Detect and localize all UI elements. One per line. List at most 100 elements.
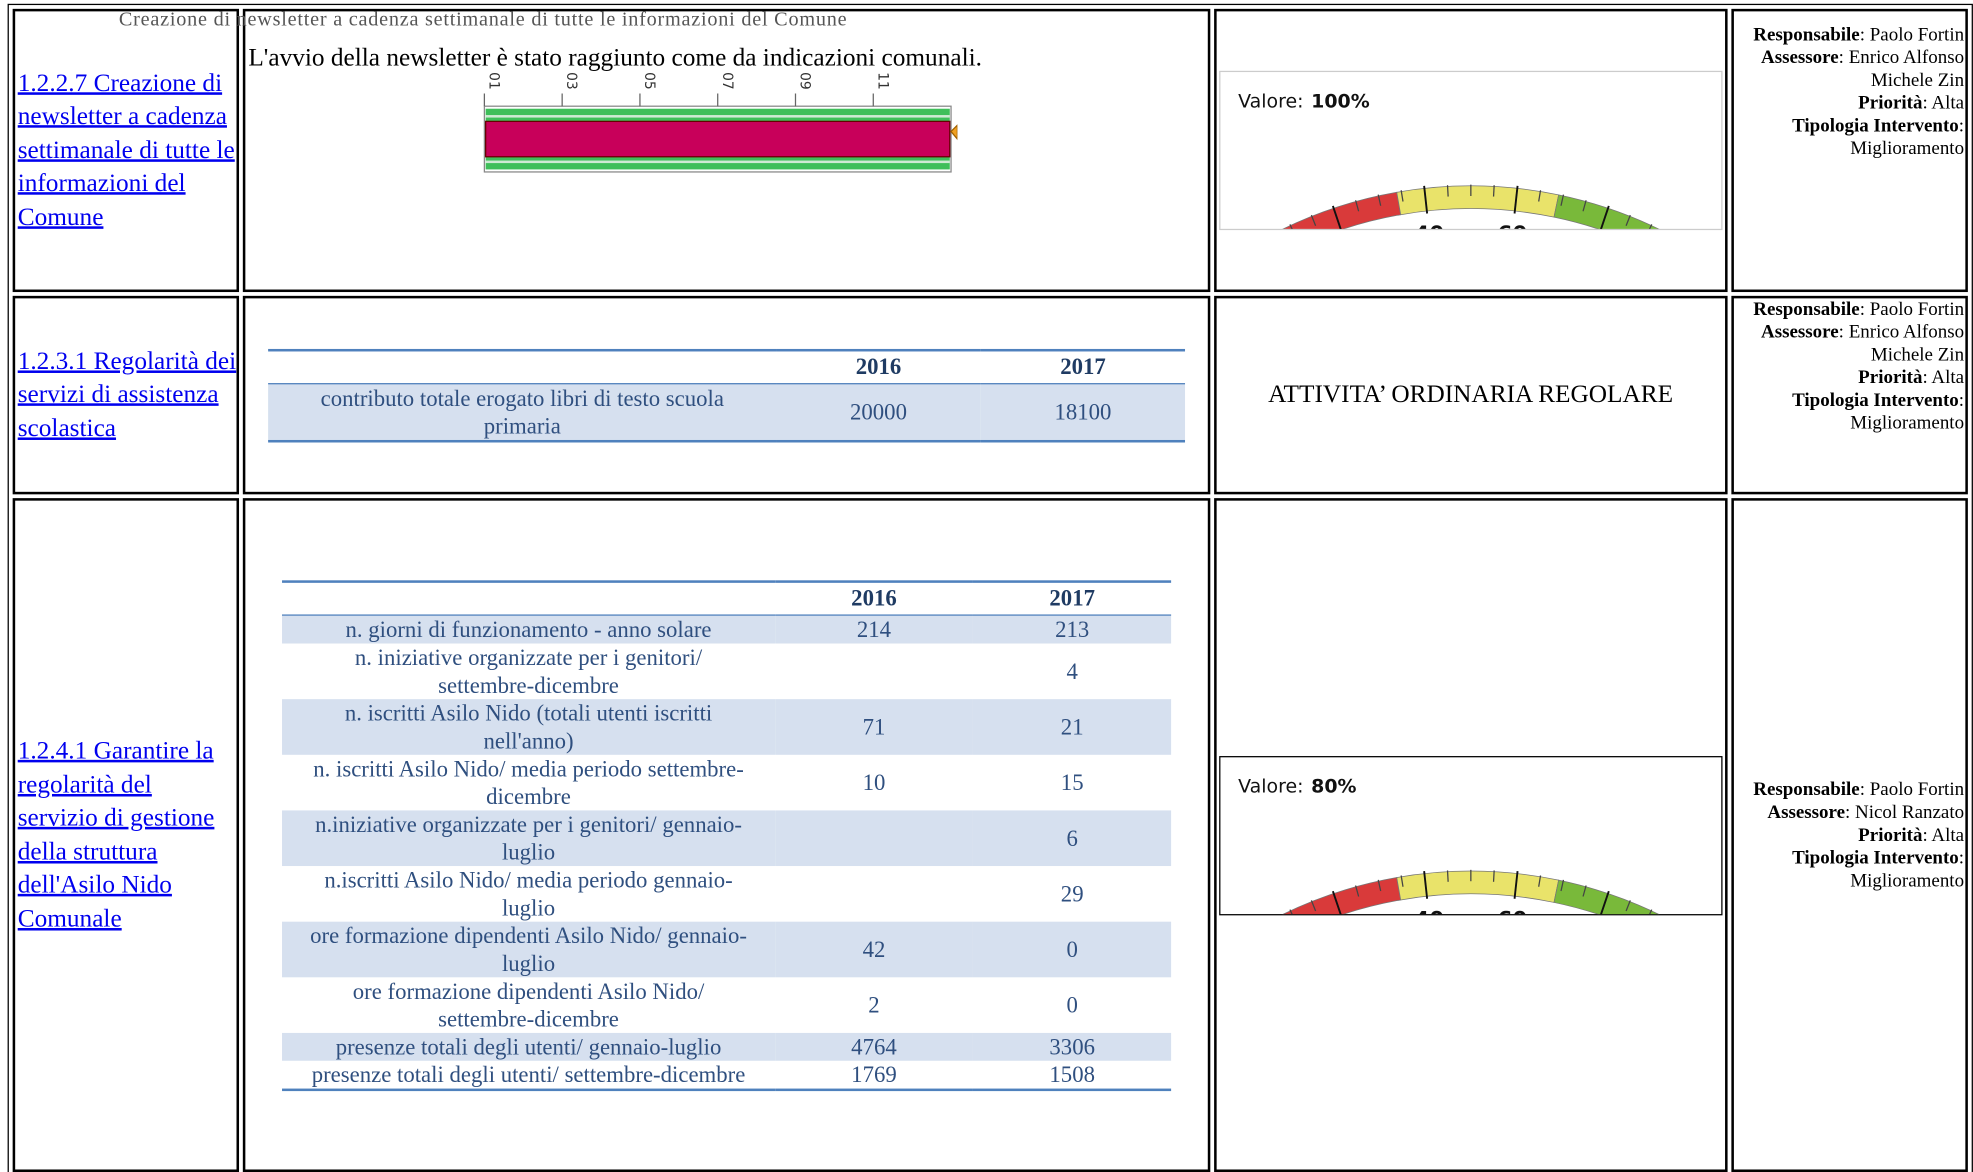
gauge-band <box>1553 194 1693 268</box>
data-row: ore formazione dipendenti Asilo Nido/ se… <box>282 977 1171 1033</box>
row: 1.2.3.1 Regolarità dei servizi di assist… <box>12 295 1968 495</box>
info-label: Priorità <box>1858 824 1923 846</box>
data-cell: 0 <box>1066 991 1078 1018</box>
data-row: n. giorni di funzionamento - anno solare… <box>282 614 1172 643</box>
data-row: n.iscritti Asilo Nido/ media periodo gen… <box>282 865 1171 921</box>
info-label: Tipologia Intervento <box>1792 847 1959 868</box>
info-label: Responsabile <box>1753 779 1860 800</box>
info-cell: Responsabile: Paolo Fortin Assessore: Enr… <box>1730 8 1968 293</box>
status-cell: ATTIVITA’ ORDINARIA REGOLARE <box>1214 295 1728 495</box>
data-cell <box>775 865 973 921</box>
content-cell: 2016 2017 n. giorni di funzionamento - ann… <box>243 498 1211 1172</box>
info-label: Priorità <box>1858 367 1923 389</box>
info-label: Assessore <box>1761 322 1839 343</box>
info-value: : Enrico Alfonso Michele Zin <box>1838 48 1965 92</box>
data-cell: 1769 <box>774 1060 974 1091</box>
header-cell: 2016 <box>776 348 981 384</box>
gauge-caption: Valore: 100% <box>1238 90 1370 112</box>
data-row: presenze totali degli utenti/ settembre-… <box>282 1060 1172 1091</box>
data-cell: n.iscritti Asilo Nido/ media periodo gen… <box>324 866 733 920</box>
minor-tick <box>1310 214 1316 226</box>
data-row: ore formazione dipendenti Asilo Nido/ ge… <box>282 921 1172 977</box>
status-cell: 020406080100Valore:80% <box>1214 498 1728 1172</box>
info-value: : Miglioramento <box>1850 847 1965 891</box>
info: Responsabile: Paolo Fortin Assessore: Enr… <box>1733 11 1965 160</box>
objective-link[interactable]: 1.2.2.7 Creazione di newsletter a cadenz… <box>17 69 235 232</box>
header-cell: 2017 <box>973 579 1172 616</box>
minor-tick <box>1354 884 1359 897</box>
data-cell: presenze totali degli utenti/ gennaio-lu… <box>282 1032 775 1061</box>
minor-tick <box>1582 200 1587 212</box>
info-value: : Paolo Fortin <box>1859 25 1965 46</box>
note: L'avvio della newsletter è stato raggiun… <box>248 44 982 73</box>
info-line: Priorità: Alta <box>1735 824 1964 847</box>
minor-tick <box>1446 869 1449 882</box>
minor-tick <box>1625 214 1631 226</box>
progress-marker <box>950 124 958 141</box>
info-label: Responsabile <box>1753 299 1860 320</box>
minor-tick <box>1537 190 1541 202</box>
info-line: Priorità: Alta <box>1735 92 1964 115</box>
objective-link[interactable]: 1.2.4.1 Garantire la regolarità del serv… <box>17 737 215 933</box>
info-line: Responsabile: Paolo Fortin <box>1735 298 1964 321</box>
tick-label: 07 <box>719 72 735 90</box>
tick-mark <box>1598 205 1610 233</box>
info-label: Assessore <box>1761 48 1839 69</box>
minor-tick <box>1560 194 1564 206</box>
info-label: Assessore <box>1767 802 1846 823</box>
row: 1.2.4.1 Garantire la regolarità del serv… <box>12 498 1968 1172</box>
gauge-label: Valore: <box>1238 90 1303 112</box>
info: Responsabile: Paolo Fortin Assessore: Enr… <box>1733 298 1965 435</box>
data-cell: 0 <box>973 921 1172 977</box>
data-cell: 18100 <box>980 383 1186 442</box>
content-cell: 2016 2017 contributo totale erogato libri … <box>243 295 1211 495</box>
tick-label: 05 <box>641 72 657 90</box>
data-cell: 3306 <box>973 1032 1172 1061</box>
gauge-value-label: 80% <box>1311 775 1356 797</box>
data-cell: ore formazione dipendenti Asilo Nido/ ge… <box>282 921 775 977</box>
gauge-band <box>1248 191 1401 268</box>
info-label: Tipologia Intervento <box>1792 390 1959 411</box>
status-cell: 020406080100Valore:100% <box>1214 8 1728 356</box>
data-cell: contributo totale erogato libri di testo… <box>268 383 777 442</box>
data-cell: 29 <box>1060 880 1084 906</box>
info-value: : Miglioramento <box>1850 116 1965 160</box>
info-line: Responsabile: Paolo Fortin <box>1735 24 1964 47</box>
tick-label: 11 <box>874 72 890 90</box>
gauge-band <box>1396 185 1559 218</box>
minor-tick <box>1446 185 1449 197</box>
gauge-band <box>1248 876 1401 952</box>
data-row: n.iniziative organizzate per i genitori/… <box>282 809 1172 866</box>
data-cell: 42 <box>774 921 974 977</box>
minor-tick <box>1537 874 1541 887</box>
data-cell: 20000 <box>776 383 981 442</box>
info-value: : Enrico Alfonso Michele Zin <box>1838 322 1965 366</box>
data-cell: presenze totali degli utenti/ settembre-… <box>282 1060 775 1091</box>
data-table: 2016 2017 contributo totale erogato libri … <box>268 348 1186 442</box>
status: ATTIVITA’ ORDINARIA REGOLARE <box>1268 380 1674 409</box>
info-line: Assessore: Enrico Alfonso Michele Zin <box>1735 47 1964 93</box>
data-cell: 6 <box>973 809 1172 866</box>
data-cell: 1508 <box>973 1060 1172 1091</box>
gauge-svg: 020406080100Valore:100% <box>1238 90 1695 356</box>
minor-tick <box>1377 194 1382 206</box>
objective-link[interactable]: 1.2.3.1 Regolarità dei servizi di assist… <box>17 347 237 443</box>
data-row: n. iscritti Asilo Nido/ media periodo se… <box>282 754 1171 810</box>
minor-tick <box>1492 869 1495 882</box>
data-cell: 4764 <box>774 1032 974 1061</box>
minor-tick <box>1492 185 1495 197</box>
info-cell: Responsabile: Paolo Fortin Assessore: Enr… <box>1730 295 1968 495</box>
content-cell: Creazione di newsletter a cadenza settim… <box>119 8 1496 293</box>
tick-mark <box>1598 890 1610 918</box>
data-cell <box>775 643 973 699</box>
info-line: Priorità: Alta <box>1735 367 1964 390</box>
tick-mark <box>1513 185 1519 214</box>
minor-tick <box>1400 190 1404 202</box>
data-cell: n.iniziative organizzate per i genitori/… <box>282 809 775 866</box>
info-line: Tipologia Intervento: Miglioramento <box>1735 846 1964 892</box>
objectives-table: 1.2.2.7 Creazione di newsletter a cadenz… <box>7 3 1973 1172</box>
data-cell: 15 <box>1060 769 1084 795</box>
minor-tick <box>1560 879 1564 891</box>
minor-tick <box>1310 899 1316 911</box>
